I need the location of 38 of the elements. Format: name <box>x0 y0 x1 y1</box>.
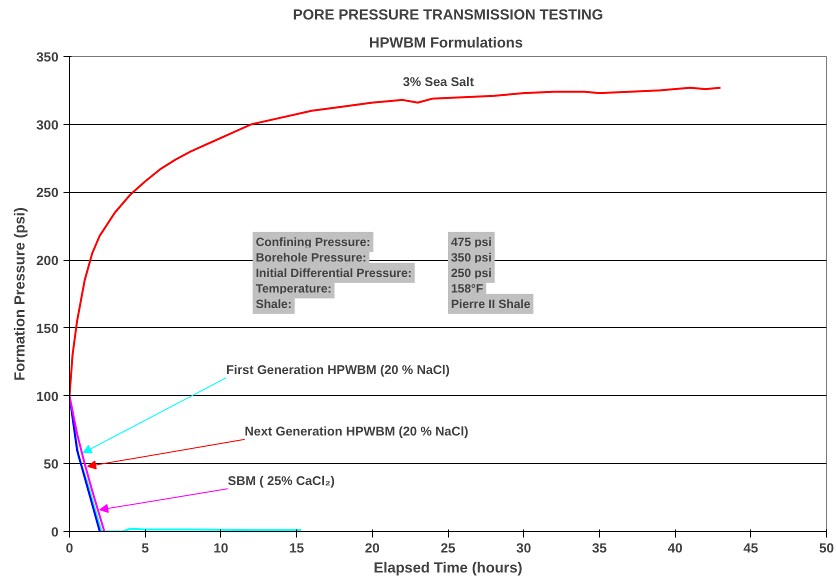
x-tick-label: 45 <box>743 540 759 556</box>
x-tick-label: 10 <box>213 540 228 556</box>
annotation: Confining Pressure: <box>256 234 370 249</box>
x-tick-label: 40 <box>668 540 683 556</box>
line-series <box>70 86 722 397</box>
x-tick-label: 50 <box>819 540 834 556</box>
y-axis-title: Formation Pressure (psi) <box>12 207 28 381</box>
y-tick-label: 100 <box>36 388 59 404</box>
annotation: Next Generation HPWBM (20 % NaCl) <box>244 424 468 438</box>
annotation: 158°F <box>451 281 484 296</box>
annotation: 250 psi <box>451 266 492 280</box>
y-tick-label: 150 <box>36 320 59 336</box>
chart-title: PORE PRESSURE TRANSMISSION TESTING <box>292 8 604 24</box>
chart-subtitle: HPWBM Formulations <box>369 36 523 52</box>
x-tick-label: 15 <box>289 540 305 556</box>
x-tick-label: 5 <box>141 540 150 556</box>
y-tick-label: 0 <box>51 524 59 540</box>
y-tick-label: 250 <box>36 185 59 200</box>
annotation: Borehole Pressure: <box>256 250 366 264</box>
x-tick-label: 0 <box>66 540 74 556</box>
x-axis-title: Elapsed Time (hours) <box>374 560 523 576</box>
annotation: SBM ( 25% CaCl₂) <box>228 474 335 488</box>
annotation: Temperature: <box>256 281 332 296</box>
annotation: Shale: <box>256 296 292 311</box>
y-tick-label: 300 <box>36 117 59 132</box>
y-tick-label: 200 <box>36 253 59 268</box>
x-tick-label: 35 <box>592 540 608 556</box>
annotation: Pierre II Shale <box>451 296 531 311</box>
annotation: 475 psi <box>451 234 492 249</box>
x-tick-label: 25 <box>440 540 456 556</box>
x-tick-label: 20 <box>364 540 380 556</box>
annotation: 350 psi <box>451 250 492 264</box>
annotation: First Generation HPWBM (20 % NaCl) <box>226 362 450 377</box>
x-tick-label: 30 <box>516 540 532 556</box>
annotation: Initial Differential Pressure: <box>256 266 412 280</box>
y-tick-label: 350 <box>36 50 59 64</box>
y-tick-label: 50 <box>44 456 59 472</box>
annotation: 3% Sea Salt <box>402 75 475 90</box>
